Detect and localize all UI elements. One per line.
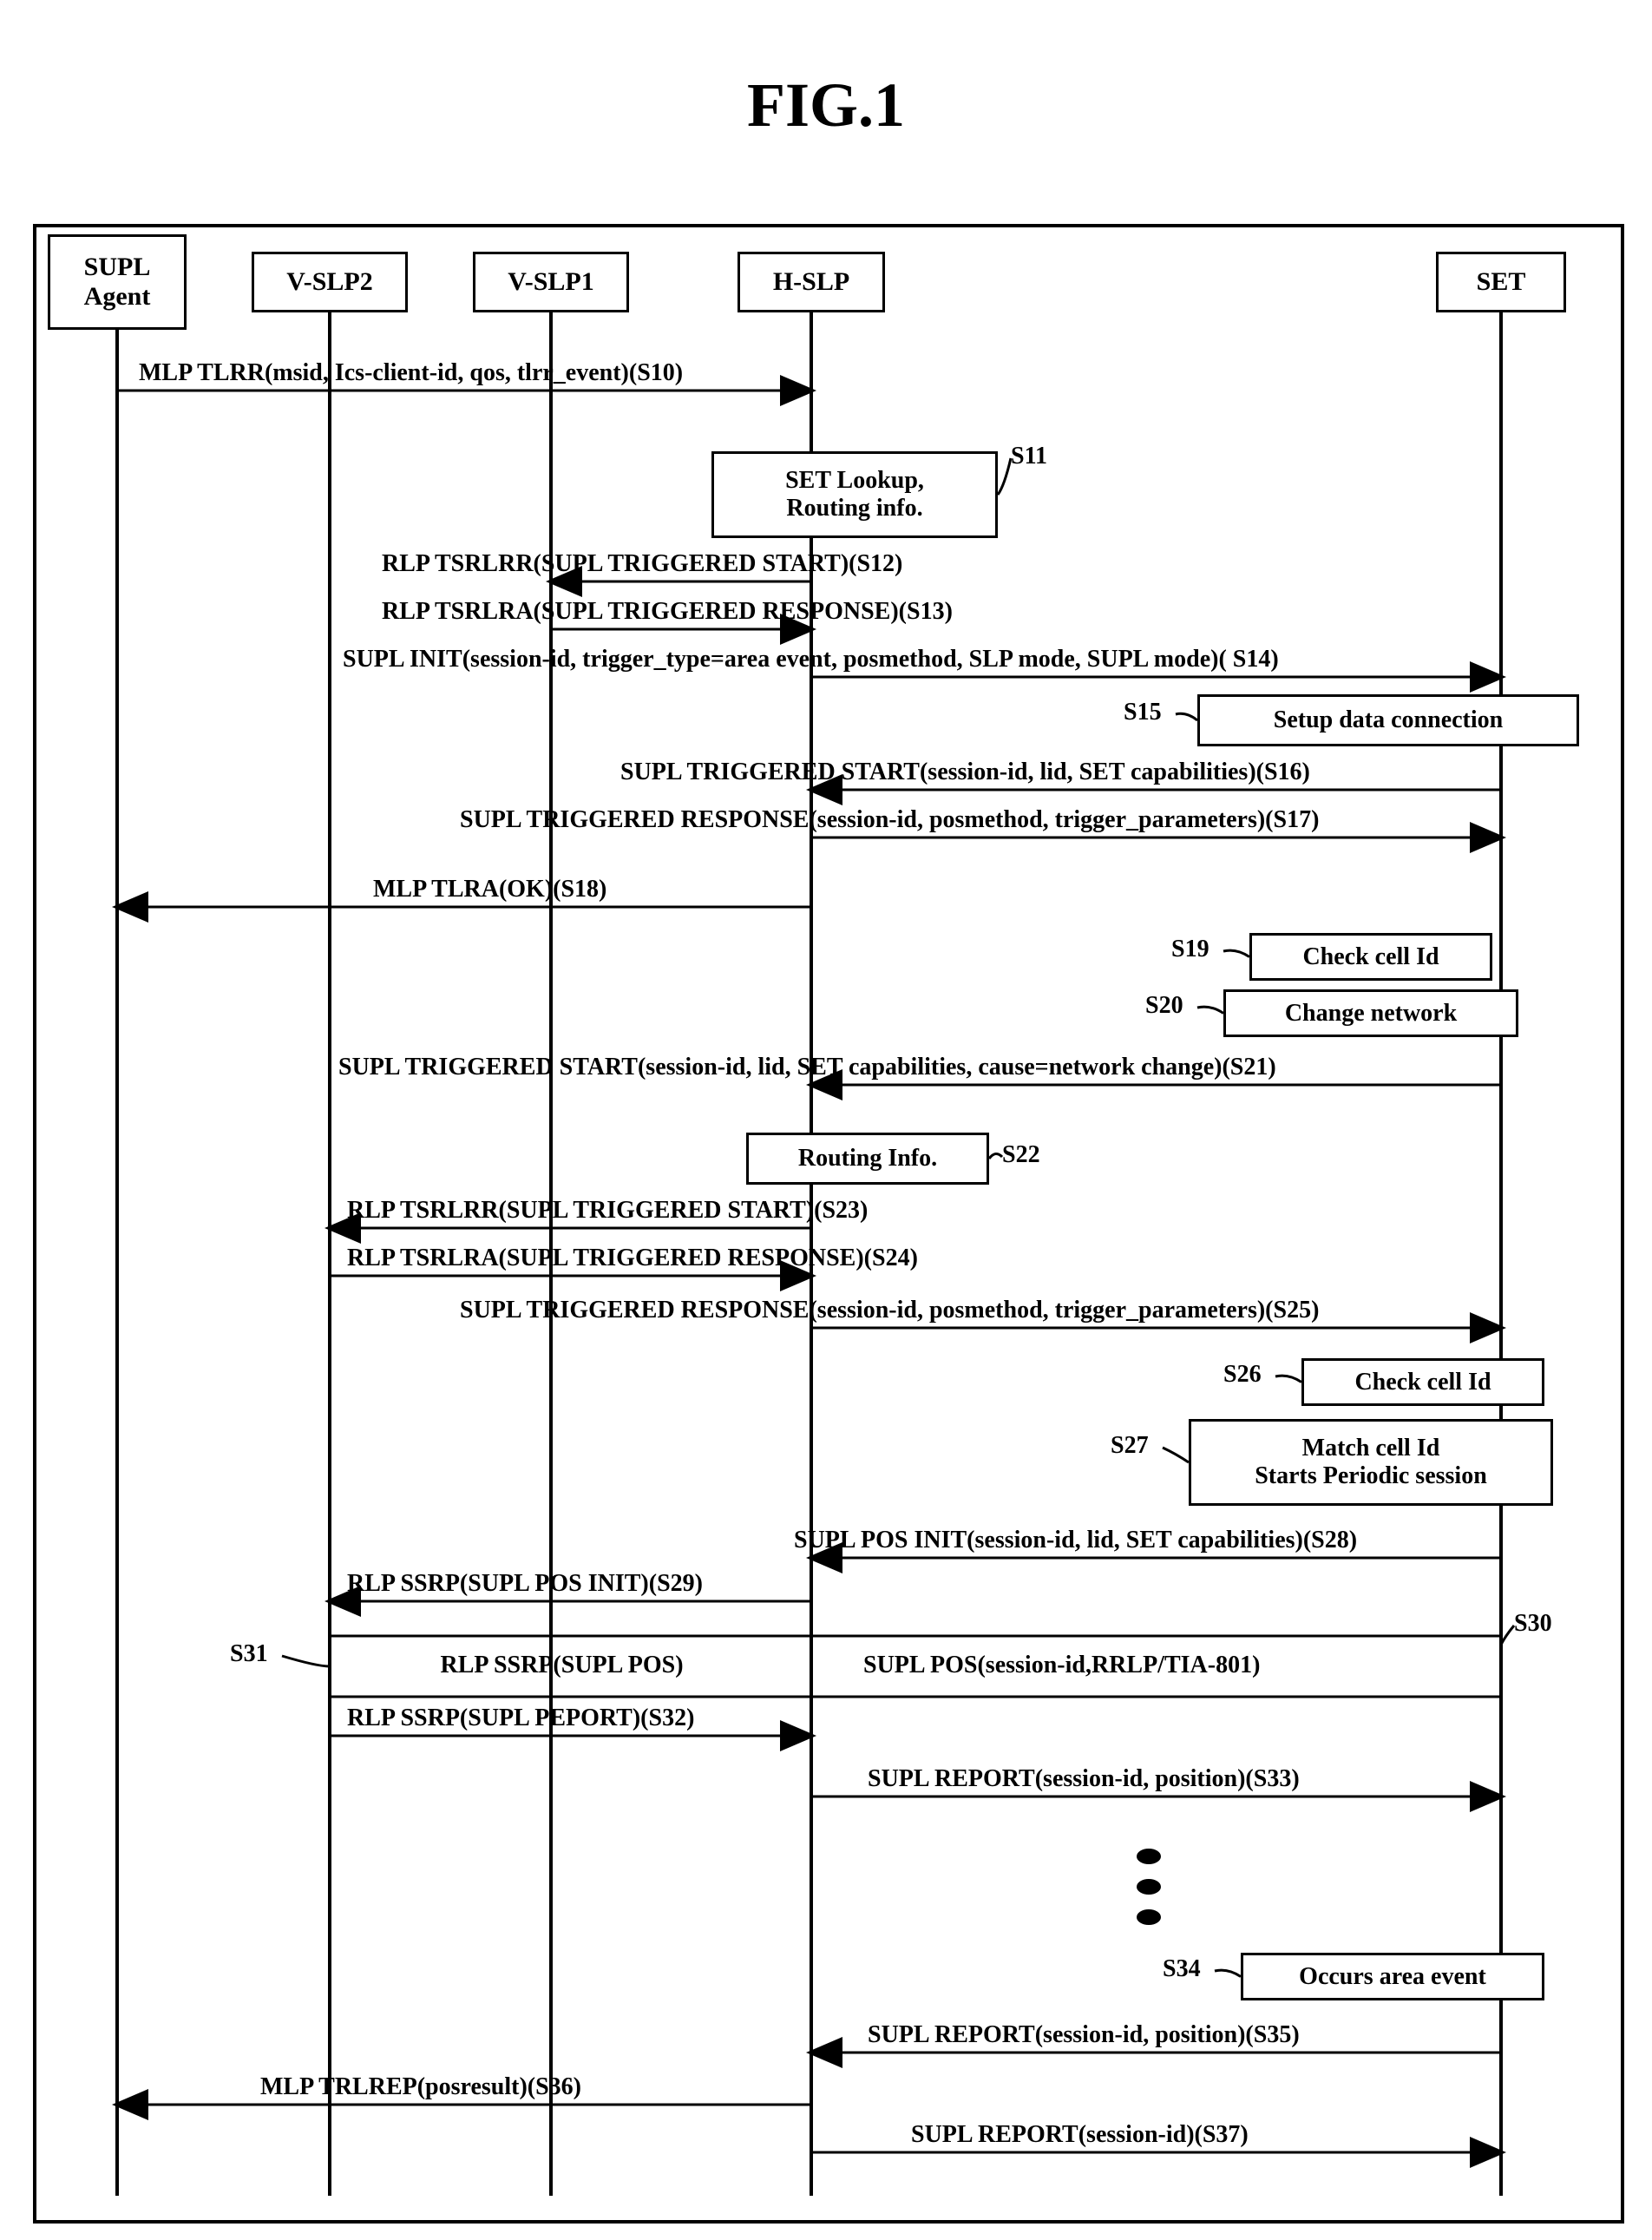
message-s17: SUPL TRIGGERED RESPONSE(session-id, posm…: [460, 806, 1319, 834]
label-s19: S19: [1171, 936, 1210, 963]
note-s34: Occurs area event: [1241, 1953, 1544, 2000]
ellipsis-dot: [1137, 1879, 1161, 1895]
message-s23: RLP TSRLRR(SUPL TRIGGERED START)(S23): [347, 1197, 868, 1225]
message-s29: RLP SSRP(SUPL POS INIT)(S29): [347, 1570, 703, 1598]
label-s27: S27: [1111, 1432, 1149, 1460]
message-s13: RLP TSRLRA(SUPL TRIGGERED RESPONSE)(S13): [382, 598, 953, 626]
label-s15: S15: [1124, 699, 1162, 726]
pos-box-label-right: SUPL POS(session-id,RRLP/TIA-801): [863, 1652, 1260, 1679]
note-s26: Check cell Id: [1301, 1358, 1544, 1406]
message-s33: SUPL REPORT(session-id, position)(S33): [868, 1765, 1300, 1793]
message-s32: RLP SSRP(SUPL PEPORT)(S32): [347, 1705, 694, 1732]
message-s18: MLP TLRA(OK)(S18): [373, 876, 606, 903]
actor-set: SET: [1436, 252, 1566, 312]
message-s37: SUPL REPORT(session-id)(S37): [911, 2121, 1249, 2149]
note-s20: Change network: [1223, 989, 1518, 1037]
message-s16: SUPL TRIGGERED START(session-id, lid, SE…: [620, 759, 1310, 786]
page: FIG.1 SUPLAgent V-SLP2 V-SLP1 H-SLP SET …: [0, 0, 1652, 2240]
sequence-svg: [0, 0, 1652, 2240]
actor-supl-agent: SUPLAgent: [48, 234, 187, 330]
note-s22: Routing Info.: [746, 1133, 989, 1185]
note-s11: SET Lookup,Routing info.: [711, 451, 998, 538]
note-s27: Match cell IdStarts Periodic session: [1189, 1419, 1553, 1506]
label-s26: S26: [1223, 1361, 1262, 1389]
ellipsis-dot: [1137, 1849, 1161, 1864]
message-s12: RLP TSRLRR(SUPL TRIGGERED START)(S12): [382, 550, 902, 578]
label-s22: S22: [1002, 1141, 1040, 1169]
message-s10: MLP TLRR(msid, Ics-client-id, qos, tlrr_…: [139, 359, 683, 387]
message-s24: RLP TSRLRA(SUPL TRIGGERED RESPONSE)(S24): [347, 1245, 918, 1272]
message-s21: SUPL TRIGGERED START(session-id, lid, SE…: [338, 1054, 1276, 1081]
note-s15: Setup data connection: [1197, 694, 1579, 746]
label-s34: S34: [1163, 1955, 1201, 1983]
label-s31: S31: [230, 1640, 268, 1668]
message-s36: MLP TRLREP(posresult)(S36): [260, 2073, 581, 2101]
label-s11: S11: [1011, 443, 1047, 470]
message-s28: SUPL POS INIT(session-id, lid, SET capab…: [794, 1527, 1357, 1554]
note-s19: Check cell Id: [1249, 933, 1492, 981]
actor-vslp1: V-SLP1: [473, 252, 629, 312]
pos-box-label-left: RLP SSRP(SUPL POS): [441, 1652, 684, 1679]
message-s35: SUPL REPORT(session-id, position)(S35): [868, 2021, 1300, 2049]
actor-vslp2: V-SLP2: [252, 252, 408, 312]
message-s14: SUPL INIT(session-id, trigger_type=area …: [343, 646, 1279, 673]
label-s30: S30: [1514, 1610, 1552, 1638]
message-s25: SUPL TRIGGERED RESPONSE(session-id, posm…: [460, 1297, 1319, 1324]
label-s20: S20: [1145, 992, 1183, 1020]
actor-hslp: H-SLP: [738, 252, 885, 312]
ellipsis-dot: [1137, 1909, 1161, 1925]
